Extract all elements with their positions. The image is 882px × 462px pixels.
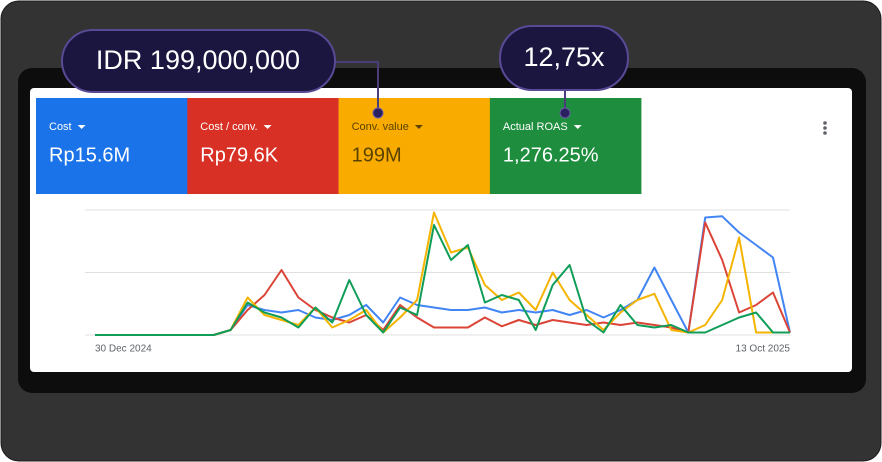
- series-line: [95, 224, 790, 336]
- callout-text: IDR 199,000,000: [96, 45, 300, 75]
- dropdown-arrow[interactable]: [77, 125, 86, 129]
- metric-value: 199M: [352, 144, 402, 166]
- metric-tile[interactable]: [187, 98, 339, 194]
- dropdown-arrow[interactable]: [573, 125, 582, 129]
- metric-value: Rp79.6K: [200, 144, 278, 166]
- callout: [499, 25, 629, 91]
- metric-tile[interactable]: [338, 98, 491, 194]
- metric-label: Cost: [49, 121, 72, 133]
- callout-text: 12,75x: [523, 42, 605, 72]
- dropdown-arrow[interactable]: [263, 125, 272, 129]
- callout: [61, 29, 336, 93]
- metric-value: Rp15.6M: [49, 144, 130, 166]
- dropdown-arrow[interactable]: [414, 125, 423, 129]
- metric-value: 1,276.25%: [503, 144, 599, 166]
- connector: [335, 61, 379, 113]
- metric-label: Conv. value: [352, 121, 409, 133]
- metric-label: Cost / conv.: [200, 121, 257, 133]
- menu-dot[interactable]: [823, 126, 827, 130]
- connector-dot: [559, 107, 571, 119]
- x-tick-label: 30 Dec 2024: [95, 344, 152, 355]
- menu-dot[interactable]: [823, 131, 827, 135]
- metric-tile[interactable]: [36, 98, 188, 194]
- menu-dot[interactable]: [823, 121, 827, 125]
- connector-dot: [372, 107, 384, 119]
- metric-label: Actual ROAS: [503, 121, 568, 133]
- x-tick-label: 13 Oct 2025: [736, 344, 791, 355]
